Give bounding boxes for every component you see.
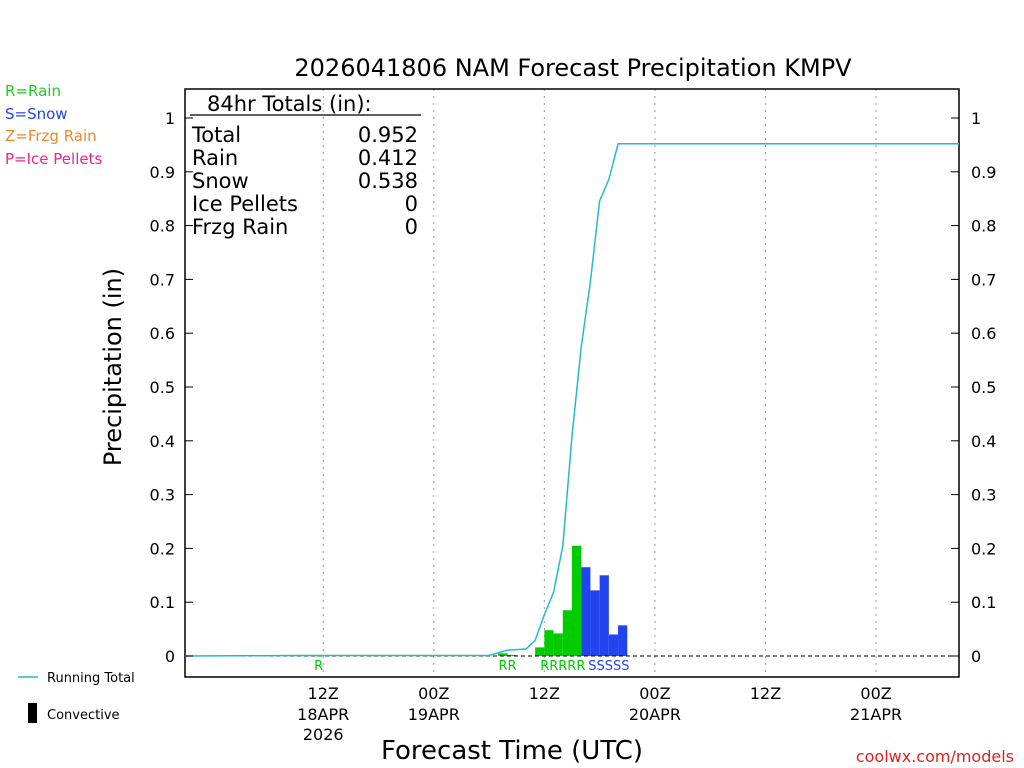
y-tick-label: 1 <box>971 109 981 128</box>
precip-type-label: RRRRR <box>540 659 585 674</box>
y-tick-label: 0.8 <box>150 217 175 236</box>
x-tick-date: 21APR <box>850 705 902 724</box>
precip-type-labels: R RR RRRRR SSSSS <box>314 659 629 674</box>
precip-bar <box>562 610 572 656</box>
x-axis-title: Forecast Time (UTC) <box>381 736 643 766</box>
totals-value: 0 <box>405 215 418 239</box>
x-tick-label: 12Z <box>308 684 339 703</box>
totals-label: Ice Pellets <box>192 192 298 216</box>
y-tick-label: 0.9 <box>150 163 175 182</box>
totals-label: Rain <box>192 146 238 170</box>
type-legend: R=Rain S=Snow Z=Frzg Rain P=Ice Pellets <box>5 82 102 168</box>
grid-lines <box>322 89 877 677</box>
x-tick-label: 00Z <box>418 684 449 703</box>
legend-ice-pellets: P=Ice Pellets <box>5 150 102 168</box>
y-tick-label: 0.7 <box>971 270 996 289</box>
plot-frame <box>184 88 960 678</box>
y-tick-label: 0.6 <box>971 324 996 343</box>
totals-value: 0 <box>405 192 418 216</box>
precip-type-label: R <box>314 659 323 674</box>
y-tick-label: 0.3 <box>150 486 175 505</box>
totals-value: 0.538 <box>358 169 418 193</box>
chart-title: 2026041806 NAM Forecast Precipitation KM… <box>294 54 852 82</box>
precip-type-label: SSSSS <box>588 659 629 674</box>
y-tick-label: 0 <box>971 647 981 666</box>
running-total-line <box>184 143 959 657</box>
y-axis-title: Precipitation (in) <box>99 268 127 466</box>
precip-type-label: RR <box>498 659 516 674</box>
y-tick-label: 0.1 <box>971 593 996 612</box>
y-tick-label: 0.9 <box>971 163 996 182</box>
legend-frzg-rain: Z=Frzg Rain <box>5 127 97 145</box>
x-tick-date: 20APR <box>629 705 681 724</box>
y-tick-label: 0.4 <box>971 432 996 451</box>
totals-label: Total <box>191 123 241 147</box>
precip-bar <box>544 630 554 656</box>
x-tick-year: 2026 <box>303 725 344 744</box>
convective-swatch <box>28 703 37 723</box>
precip-bars <box>314 545 628 657</box>
precip-bar <box>535 647 545 656</box>
y-tick-label: 0.8 <box>971 217 996 236</box>
precip-bar <box>608 634 619 656</box>
y-tick-label: 0.2 <box>150 539 175 558</box>
y-tick-label: 0.7 <box>150 270 175 289</box>
precip-bar <box>572 545 582 656</box>
x-tick-date: 18APR <box>297 705 349 724</box>
legend-running-total: Running Total <box>47 671 135 686</box>
y-tick-label: 0.4 <box>150 432 175 451</box>
x-tick-label: 00Z <box>860 684 891 703</box>
precip-bar <box>590 590 600 656</box>
y-axis-right: 0 0.1 0.2 0.3 0.4 0.5 0.6 0.7 0.8 0.9 1 <box>951 109 996 666</box>
y-tick-label: 0.5 <box>971 378 996 397</box>
totals-title: 84hr Totals (in): <box>207 92 372 116</box>
precip-bar <box>581 567 591 656</box>
y-tick-label: 0.1 <box>150 593 175 612</box>
totals-value: 0.412 <box>358 146 418 170</box>
totals-box: 84hr Totals (in): Total 0.952 Rain 0.412… <box>190 92 421 239</box>
precip-bar <box>507 654 517 656</box>
y-axis-left: 0 0.1 0.2 0.3 0.4 0.5 0.6 0.7 0.8 0.9 1 <box>150 109 193 666</box>
totals-label: Frzg Rain <box>192 215 288 239</box>
y-tick-label: 0.5 <box>150 378 175 397</box>
precip-bar <box>553 633 563 656</box>
legend-rain: R=Rain <box>5 82 61 100</box>
credit-link[interactable]: coolwx.com/models <box>856 747 1014 766</box>
y-tick-label: 0 <box>165 647 175 666</box>
x-tick-label: 00Z <box>639 684 670 703</box>
x-tick-date: 19APR <box>408 705 460 724</box>
totals-label: Snow <box>192 169 249 193</box>
running-total <box>184 143 959 657</box>
totals-value: 0.952 <box>358 123 418 147</box>
line-legend: Running Total Convective <box>18 671 135 723</box>
precip-bar <box>618 625 628 656</box>
y-tick-label: 0.6 <box>150 324 175 343</box>
precip-bar <box>599 575 609 656</box>
x-tick-label: 12Z <box>750 684 781 703</box>
legend-snow: S=Snow <box>5 105 68 123</box>
y-tick-label: 1 <box>165 109 175 128</box>
precip-bar <box>498 653 508 656</box>
y-tick-label: 0.3 <box>971 486 996 505</box>
x-tick-label: 12Z <box>529 684 560 703</box>
y-tick-label: 0.2 <box>971 539 996 558</box>
legend-convective: Convective <box>47 708 120 723</box>
